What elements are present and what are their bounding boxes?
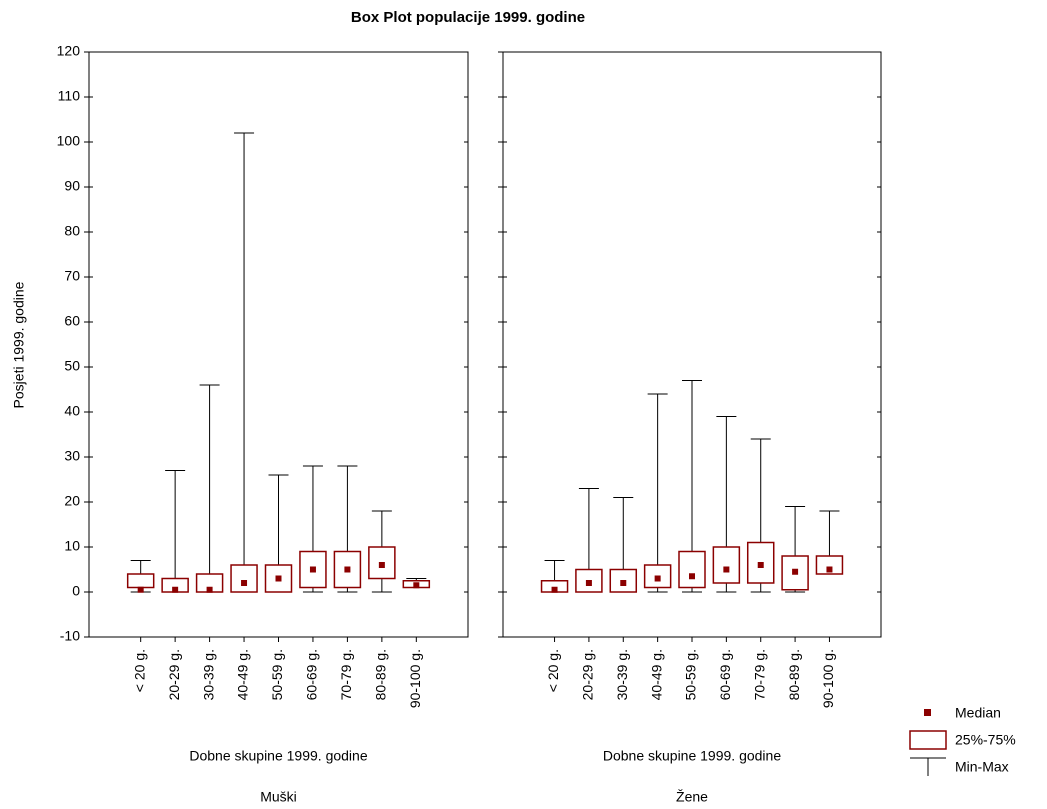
legend-median-symbol — [924, 709, 931, 716]
median — [654, 575, 661, 582]
box — [815, 555, 844, 575]
y-tick-label: 120 — [57, 43, 81, 59]
box — [678, 550, 706, 589]
x-tick-label: 70-79 g. — [338, 649, 354, 700]
x-tick-label: 60-69 g. — [304, 649, 320, 700]
y-axis-label: Posjeti 1999. godine — [11, 281, 27, 408]
x-tick-label: < 20 g. — [131, 649, 147, 692]
legend-label: 25%-75% — [955, 732, 1016, 748]
y-tick-label: 90 — [64, 178, 80, 194]
x-tick-label: 80-89 g. — [373, 649, 389, 700]
y-tick-label: 0 — [72, 583, 80, 599]
median — [172, 586, 179, 593]
median — [309, 566, 316, 573]
median — [413, 582, 420, 589]
chart-title: Box Plot populacije 1999. godine — [351, 9, 585, 26]
y-tick-label: 20 — [64, 493, 80, 509]
median — [206, 586, 213, 593]
median — [275, 575, 282, 582]
legend-label: Median — [955, 705, 1001, 721]
y-tick-label: 40 — [64, 403, 80, 419]
x-tick-label: < 20 g. — [545, 649, 561, 692]
x-tick-label: 50-59 g. — [269, 649, 285, 700]
box — [712, 546, 741, 584]
median — [689, 573, 695, 580]
y-tick-label: 110 — [58, 88, 81, 104]
median — [551, 586, 558, 593]
x-tick-label: 80-89 g. — [786, 649, 802, 700]
y-tick-label: 50 — [64, 358, 80, 374]
x-tick-label: 90-100 g. — [407, 649, 423, 708]
median — [723, 566, 730, 573]
x-tick-label: 40-49 g. — [235, 649, 251, 700]
x-tick-label: 40-49 g. — [648, 649, 664, 700]
median — [620, 580, 627, 586]
x-tick-label: 50-59 g. — [683, 649, 699, 700]
median — [378, 562, 385, 568]
x-tick-label: 30-39 g. — [614, 649, 630, 700]
y-tick-label: -10 — [60, 628, 80, 644]
x-tick-label: 30-39 g. — [200, 649, 216, 700]
x-tick-label: 70-79 g. — [751, 649, 767, 700]
y-tick-label: 80 — [64, 223, 80, 239]
x-axis-label: Dobne skupine 1999. godine — [603, 748, 781, 764]
median — [757, 562, 764, 568]
legend-box-symbol — [909, 730, 947, 750]
box — [230, 564, 258, 593]
y-tick-label: 100 — [57, 133, 81, 149]
y-tick-label: 70 — [64, 268, 80, 284]
panel-label: Žene — [676, 789, 708, 805]
median — [792, 568, 799, 575]
legend: Median 25%-75% Min-Max — [909, 705, 1016, 776]
box — [126, 573, 155, 589]
x-tick-label: 20-29 g. — [166, 649, 182, 700]
x-tick-label: 60-69 g. — [717, 649, 733, 700]
y-tick-label: 60 — [64, 313, 80, 329]
x-tick-label: 90-100 g. — [820, 649, 836, 708]
panel-label: Muški — [260, 789, 297, 805]
x-axis-label: Dobne skupine 1999. godine — [189, 748, 367, 764]
median — [826, 566, 833, 573]
median — [585, 580, 592, 586]
median — [344, 566, 351, 573]
median — [241, 580, 248, 586]
x-tick-label: 20-29 g. — [580, 649, 596, 700]
median — [137, 586, 144, 593]
legend-label: Min-Max — [955, 759, 1009, 775]
y-tick-label: 30 — [64, 448, 80, 464]
y-tick-label: 10 — [64, 538, 80, 554]
